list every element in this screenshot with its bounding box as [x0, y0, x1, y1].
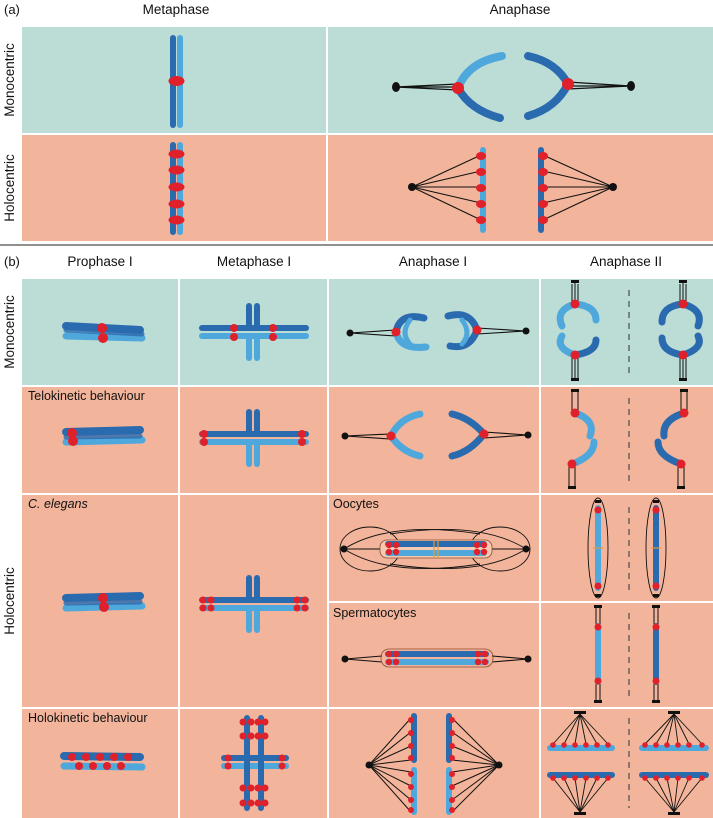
b-oocytes-anaphase-ii [587, 497, 667, 599]
panel-a-col-anaphase: Anaphase [490, 2, 551, 17]
panel-a-row-monocentric: Monocentric [2, 43, 17, 117]
b-telo-anaphase-ii [567, 389, 689, 489]
cell-b-holo-anaphase-ii [541, 709, 713, 818]
b-mono-anaphase-i [346, 311, 530, 351]
b-telo-metaphase-bivalent [199, 409, 309, 467]
cell-b-ce-oocytes-anaphase-ii [541, 495, 713, 601]
b-ce-metaphase-bivalent [199, 575, 309, 633]
cell-a-mono-anaphase [328, 27, 713, 133]
panel-a-row-holocentric: Holocentric [2, 154, 17, 222]
panel-b-label: (b) [4, 254, 20, 269]
a-mono-metaphase-chromosome [168, 35, 185, 128]
panel-b: (b) Prophase I Metaphase I Anaphase I An… [2, 254, 713, 818]
cell-b-mono-anaphase-ii [541, 279, 713, 385]
sublabel-telokinetic: Telokinetic behaviour [28, 389, 145, 403]
panel-b-col-anaphase-i: Anaphase I [399, 254, 467, 269]
sublabel-spermatocytes: Spermatocytes [333, 606, 416, 620]
b-holo-metaphase-bivalent [221, 715, 289, 811]
b-holo-anaphase-i [365, 713, 503, 815]
panel-a-label: (a) [4, 2, 20, 17]
b-holo-prophase-bivalent [60, 752, 146, 771]
sublabel-holokinetic: Holokinetic behaviour [28, 711, 148, 725]
b-oocytes-anaphase-i [339, 526, 531, 572]
panel-b-row-monocentric: Monocentric [2, 295, 17, 369]
b-mono-metaphase-bivalent [199, 303, 309, 361]
panel-a-col-metaphase: Metaphase [143, 2, 210, 17]
cell-b-ce-sperm-anaphase-ii [541, 603, 713, 707]
b-mono-anaphase-ii [556, 280, 703, 381]
b-ce-prophase-bivalent [62, 592, 146, 612]
b-mono-prophase-bivalent [62, 322, 146, 343]
a-mono-anaphase-chromatids [392, 52, 635, 122]
b-telo-prophase-bivalent [62, 426, 146, 446]
sublabel-oocytes: Oocytes [333, 497, 379, 511]
panel-a: (a) Metaphase Anaphase Monocentric Holoc… [2, 2, 713, 241]
panel-b-col-anaphase-ii: Anaphase II [590, 254, 662, 269]
b-spermatocytes-anaphase-ii [594, 605, 660, 703]
a-holo-anaphase-chromatids [408, 147, 617, 233]
cell-b-telo-anaphase-i [329, 387, 539, 493]
panel-b-col-metaphase-i: Metaphase I [217, 254, 291, 269]
b-holo-anaphase-ii [547, 711, 709, 815]
cell-b-holo-anaphase-i [329, 709, 539, 818]
b-telo-anaphase-i [341, 410, 532, 460]
panel-b-row-holocentric: Holocentric [2, 567, 17, 635]
sublabel-c-elegans: C. elegans [28, 497, 88, 511]
cell-a-holo-anaphase [328, 135, 713, 241]
b-spermatocytes-anaphase-i [341, 648, 532, 668]
cell-b-mono-metaphase [180, 279, 327, 385]
panel-b-col-prophase-i: Prophase I [67, 254, 132, 269]
a-holo-metaphase-chromosome [168, 142, 185, 235]
